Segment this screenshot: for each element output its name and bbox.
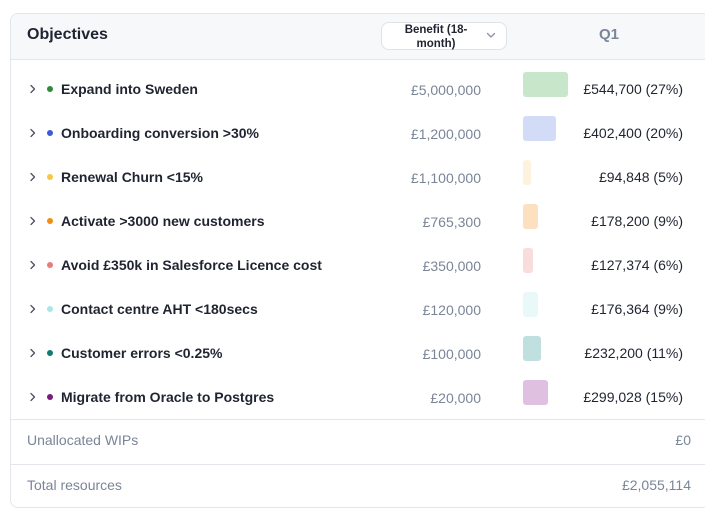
chevron-down-icon — [486, 32, 496, 38]
objective-q1-allocation: £299,028 (15%) — [583, 389, 683, 405]
chevron-right-icon[interactable] — [27, 346, 39, 360]
total-label: Total resources — [27, 477, 122, 493]
objectives-column-header: Objectives — [27, 26, 108, 43]
objective-benefit: £20,000 — [430, 390, 481, 406]
objective-benefit: £1,200,000 — [410, 126, 481, 142]
unallocated-row: Unallocated WIPs £0 — [11, 419, 705, 464]
allocation-share-bar — [523, 116, 556, 141]
objective-q1-allocation: £402,400 (20%) — [583, 125, 683, 141]
objective-benefit: £1,100,000 — [410, 170, 481, 186]
objective-name: Avoid £350k in Salesforce Licence cost — [61, 257, 322, 273]
objective-name: Contact centre AHT <180secs — [61, 301, 258, 317]
objective-color-dot — [47, 86, 53, 92]
benefit-period-label: Benefit (18-month) — [404, 24, 468, 50]
objective-q1-allocation: £94,848 (5%) — [598, 169, 683, 185]
objective-name: Onboarding conversion >30% — [61, 125, 259, 141]
allocation-share-bar — [523, 204, 538, 229]
objective-benefit: £100,000 — [422, 346, 481, 362]
objective-q1-allocation: £232,200 (11%) — [584, 345, 683, 361]
chevron-right-icon[interactable] — [27, 170, 39, 184]
objective-benefit: £5,000,000 — [410, 82, 481, 98]
unallocated-value: £0 — [675, 432, 691, 448]
table-header: Objectives Benefit (18-month) Q1 — [11, 14, 705, 60]
objectives-table: Objectives Benefit (18-month) Q1 Expand … — [10, 13, 705, 508]
total-value: £2,055,114 — [621, 477, 691, 493]
allocation-share-bar — [523, 292, 538, 317]
objective-row[interactable]: Avoid £350k in Salesforce Licence cost £3… — [11, 244, 705, 288]
objective-color-dot — [47, 306, 53, 312]
objective-q1-allocation: £127,374 (6%) — [591, 257, 683, 273]
objective-q1-allocation: £176,364 (9%) — [591, 301, 683, 317]
chevron-right-icon[interactable] — [27, 214, 39, 228]
chevron-right-icon[interactable] — [27, 82, 39, 96]
objective-name: Expand into Sweden — [61, 81, 198, 97]
objective-color-dot — [47, 130, 53, 136]
allocation-share-bar — [523, 380, 548, 405]
allocation-share-bar — [523, 160, 531, 185]
objective-row[interactable]: Migrate from Oracle to Postgres £20,000 £2… — [11, 376, 705, 420]
objective-benefit: £765,300 — [422, 214, 481, 230]
objective-row[interactable]: Renewal Churn <15% £1,100,000 £94,848 (5%) — [11, 156, 705, 200]
objective-q1-allocation: £178,200 (9%) — [591, 213, 683, 229]
total-row: Total resources £2,055,114 — [11, 464, 705, 507]
objective-color-dot — [47, 262, 53, 268]
objective-benefit: £350,000 — [422, 258, 481, 274]
objective-color-dot — [47, 350, 53, 356]
unallocated-label: Unallocated WIPs — [27, 432, 139, 448]
objective-row[interactable]: Customer errors <0.25% £100,000 £232,200 (… — [11, 332, 705, 376]
objective-color-dot — [47, 174, 53, 180]
allocation-share-bar — [523, 72, 568, 97]
objective-name: Activate >3000 new customers — [61, 213, 265, 229]
chevron-right-icon[interactable] — [27, 258, 39, 272]
allocation-share-bar — [523, 336, 541, 361]
objective-row[interactable]: Contact centre AHT <180secs £120,000 £176,… — [11, 288, 705, 332]
objective-row[interactable]: Expand into Sweden £5,000,000 £544,700 (27… — [11, 68, 705, 112]
objective-color-dot — [47, 394, 53, 400]
chevron-right-icon[interactable] — [27, 126, 39, 140]
objective-color-dot — [47, 218, 53, 224]
objective-name: Customer errors <0.25% — [61, 345, 223, 361]
objective-name: Migrate from Oracle to Postgres — [61, 389, 275, 405]
allocation-share-bar — [523, 248, 533, 273]
chevron-right-icon[interactable] — [27, 302, 39, 316]
chevron-right-icon[interactable] — [27, 390, 39, 404]
objective-name: Renewal Churn <15% — [61, 169, 203, 185]
objective-row[interactable]: Activate >3000 new customers £765,300 £178… — [11, 200, 705, 244]
objective-benefit: £120,000 — [422, 302, 481, 318]
benefit-period-dropdown[interactable]: Benefit (18-month) — [381, 22, 507, 50]
q1-column-header: Q1 — [599, 26, 620, 43]
objective-row[interactable]: Onboarding conversion >30% £1,200,000 £402… — [11, 112, 705, 156]
objective-q1-allocation: £544,700 (27%) — [583, 81, 683, 97]
